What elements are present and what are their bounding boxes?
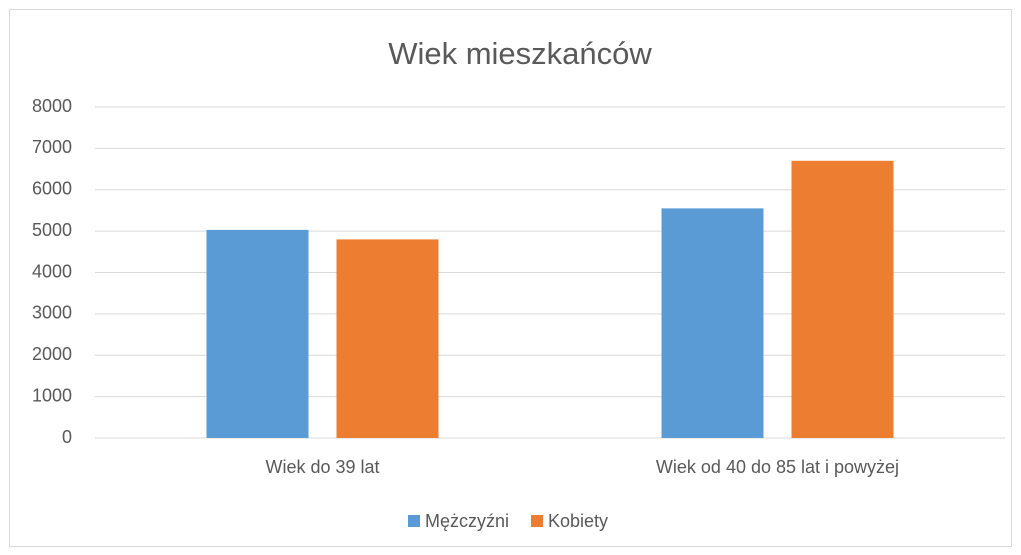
y-tick-label: 4000 — [32, 261, 72, 281]
y-tick-label: 8000 — [32, 96, 72, 116]
y-tick-label: 6000 — [32, 179, 72, 199]
bar — [791, 160, 894, 438]
legend-label: Kobiety — [548, 511, 608, 531]
legend-label: Mężczyźni — [425, 511, 509, 531]
y-tick-label: 2000 — [32, 344, 72, 364]
y-tick-label: 7000 — [32, 137, 72, 157]
legend-swatch — [408, 515, 420, 527]
y-tick-label: 1000 — [32, 385, 72, 405]
bar — [336, 239, 439, 438]
y-tick-label: 0 — [62, 427, 72, 447]
legend-swatch — [531, 515, 544, 527]
bar — [206, 229, 309, 438]
x-tick-label: Wiek od 40 do 85 lat i powyżej — [656, 457, 899, 477]
y-tick-label: 5000 — [32, 220, 72, 240]
y-tick-label: 3000 — [32, 303, 72, 323]
x-tick-label: Wiek do 39 lat — [265, 457, 379, 477]
bar — [661, 208, 764, 438]
chart-title: Wiek mieszkańców — [388, 36, 652, 71]
